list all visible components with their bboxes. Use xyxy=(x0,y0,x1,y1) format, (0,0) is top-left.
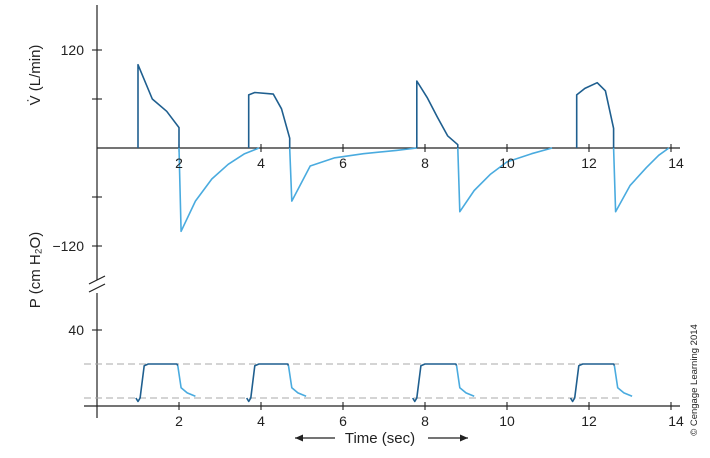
flow-expiration-series-7 xyxy=(612,147,670,213)
flow-y-tick-label: 120 xyxy=(61,42,85,58)
pressure-axis-title: P (cm H₂O) xyxy=(27,232,44,308)
pressure-x-tick-label: 6 xyxy=(339,413,347,429)
flow-x-tick-label: 4 xyxy=(257,155,265,171)
flow-x-tick-label: 10 xyxy=(499,155,515,171)
flow-inspiration-series-2 xyxy=(247,91,291,148)
pressure-x-tick-label: 12 xyxy=(581,413,597,429)
pressure-x-tick-label: 10 xyxy=(499,413,515,429)
pressure-x-tick-label: 14 xyxy=(668,413,684,429)
pressure-inspiration-series-2 xyxy=(246,363,290,403)
flow-x-tick-label: 8 xyxy=(421,155,429,171)
flow-expiration-series-1 xyxy=(178,147,260,233)
pressure-expiration-series-5 xyxy=(455,365,475,398)
pressure-x-tick-label: 8 xyxy=(421,413,429,429)
pressure-y-tick-label: 40 xyxy=(68,322,84,338)
flow-x-tick-label: 2 xyxy=(175,155,183,171)
pressure-x-tick-label: 4 xyxy=(257,413,265,429)
flow-y-tick-label: −120 xyxy=(52,238,84,254)
axis-break-mark-bottom xyxy=(88,283,106,293)
flow-inspiration-series-6 xyxy=(575,81,615,148)
axes-layer xyxy=(84,5,680,418)
pressure-expiration-series-7 xyxy=(613,365,633,398)
pressure-inspiration-series-6 xyxy=(569,363,616,403)
flow-expiration-series-3 xyxy=(288,147,417,202)
copyright-notice: © Cengage Learning 2014 xyxy=(689,324,700,436)
labels-layer: 2 4 6 8 10 12 14 2 4 6 8 10 12 14 120 −120 40 xyxy=(52,42,684,429)
pressure-expiration-series-3 xyxy=(287,365,307,398)
series-layer xyxy=(135,63,670,403)
pressure-inspiration-series-4 xyxy=(412,363,458,403)
flow-x-tick-label: 6 xyxy=(339,155,347,171)
flow-expiration-series-5 xyxy=(457,147,553,213)
flow-inspiration-series-0 xyxy=(137,63,180,148)
pressure-inspiration-series-0 xyxy=(135,363,179,403)
flow-axis-title: V̇ (L/min) xyxy=(27,45,44,106)
flow-x-tick-label: 14 xyxy=(668,155,684,171)
time-arrow-right xyxy=(428,434,468,442)
flow-inspiration-series-4 xyxy=(415,80,459,148)
axis-break-mark-top xyxy=(88,275,106,285)
pressure-expiration-series-1 xyxy=(177,365,196,398)
time-arrow-left xyxy=(295,434,335,442)
flow-x-tick-label: 12 xyxy=(581,155,597,171)
pressure-x-tick-label: 2 xyxy=(175,413,183,429)
time-axis-title: Time (sec) xyxy=(345,430,415,447)
